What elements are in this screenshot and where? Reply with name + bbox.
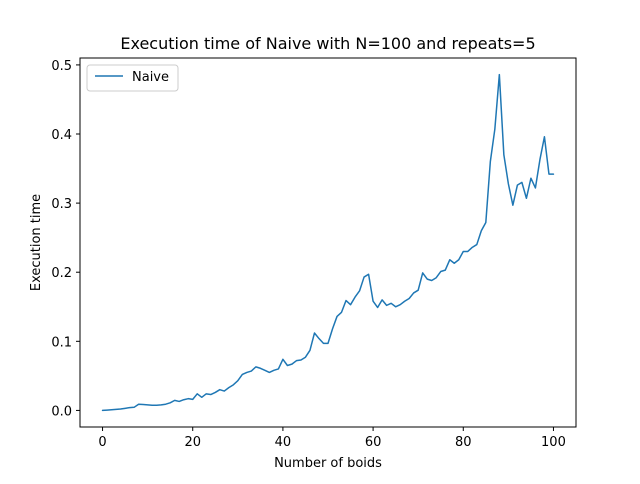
y-tick-label: 0.0 [51, 404, 72, 419]
x-tick-label: 0 [98, 435, 106, 450]
y-axis-ticks: 0.0 0.1 0.2 0.3 0.4 0.5 [51, 59, 80, 419]
x-axis-label: Number of boids [274, 456, 382, 471]
series-layer [101, 73, 555, 412]
x-tick-label: 60 [365, 435, 382, 450]
y-tick-label: 0.2 [51, 266, 72, 281]
x-tick-label: 100 [541, 435, 566, 450]
x-tick-label: 80 [455, 435, 472, 450]
x-tick-label: 20 [184, 435, 201, 450]
y-tick-label: 0.1 [51, 335, 72, 350]
legend-box [86, 64, 179, 92]
y-tick-label: 0.5 [51, 59, 72, 74]
series-line-naive [101, 73, 555, 412]
plot-area: 0 20 40 60 80 100 0.0 0.1 0.2 0.3 0.4 0.5 [51, 57, 577, 450]
plot-frame [79, 57, 577, 428]
legend: Naive [86, 64, 179, 92]
y-tick-label: 0.3 [51, 197, 72, 212]
y-axis-label: Execution time [29, 194, 44, 291]
x-axis-ticks: 0 20 40 60 80 100 [98, 427, 566, 450]
y-tick-label: 0.4 [51, 128, 72, 143]
chart-title: Execution time of Naive with N=100 and r… [120, 34, 535, 53]
legend-label-naive: Naive [132, 70, 169, 85]
x-tick-label: 40 [275, 435, 292, 450]
